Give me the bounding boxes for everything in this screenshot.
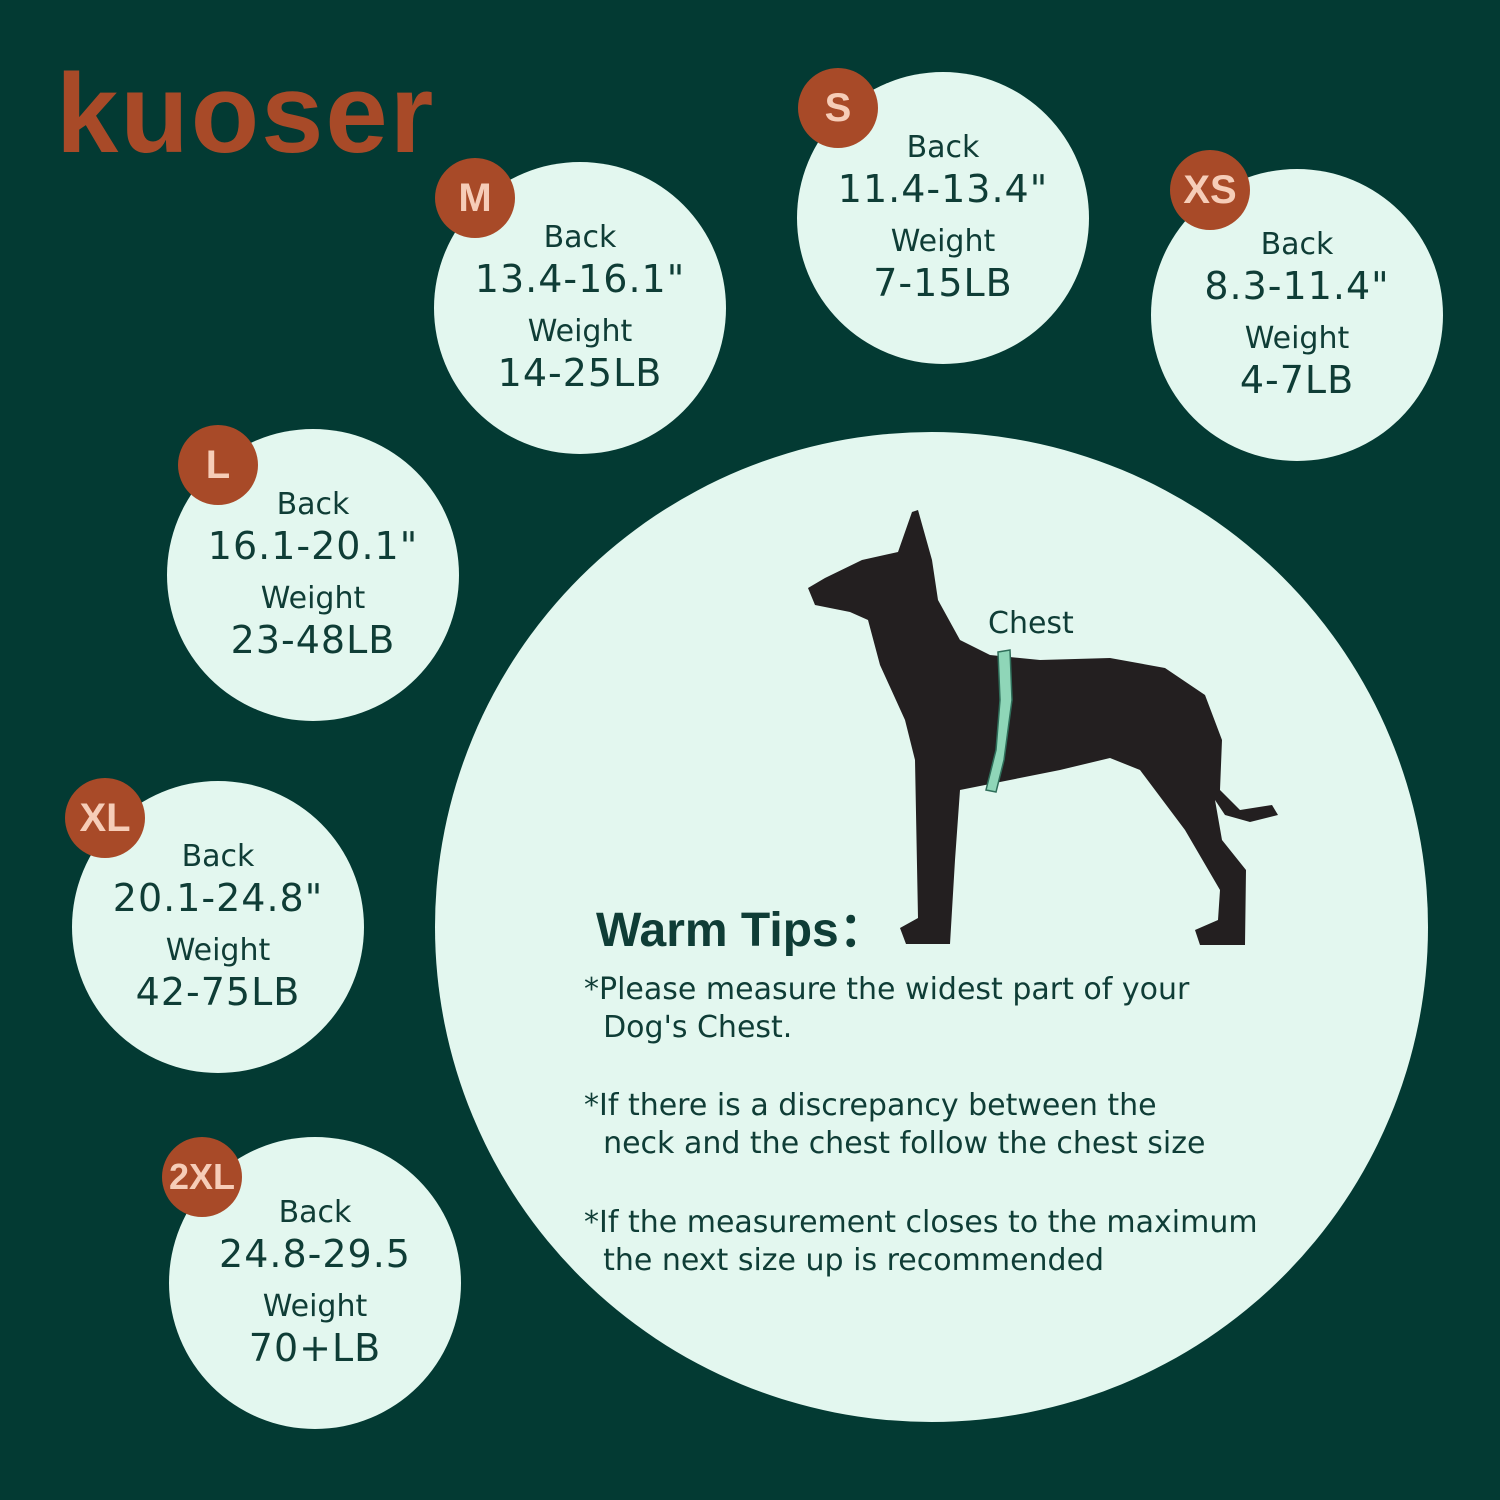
measuring-tape-icon xyxy=(985,649,1013,793)
dog-silhouette-icon xyxy=(808,510,1278,945)
weight-label: Weight xyxy=(1244,321,1350,356)
back-value: 13.4-16.1" xyxy=(474,257,686,301)
back-value: 11.4-13.4" xyxy=(837,167,1049,211)
size-badge-xs: XS xyxy=(1170,150,1250,230)
weight-label: Weight xyxy=(890,224,996,259)
size-badge-s: S xyxy=(798,68,878,148)
weight-label: Weight xyxy=(527,314,633,349)
back-value: 8.3-11.4" xyxy=(1204,264,1390,308)
weight-value: 4-7LB xyxy=(1239,358,1355,402)
back-label: Back xyxy=(276,487,350,522)
back-label: Back xyxy=(906,130,980,165)
tip-item: *If there is a discrepancy between the n… xyxy=(584,1088,1206,1161)
weight-label: Weight xyxy=(262,1289,368,1324)
back-value: 24.8-29.5 xyxy=(219,1232,411,1276)
tip-item: *Please measure the widest part of your … xyxy=(584,972,1190,1045)
back-label: Back xyxy=(543,220,617,255)
warm-tips-title: Warm Tips： xyxy=(596,904,887,957)
size-badge-2xl: 2XL xyxy=(162,1137,242,1217)
chest-label: Chest xyxy=(988,606,1074,641)
size-badge-xl: XL xyxy=(65,778,145,858)
back-label: Back xyxy=(278,1195,352,1230)
weight-label: Weight xyxy=(260,581,366,616)
back-value: 16.1-20.1" xyxy=(207,524,419,568)
size-badge-m: M xyxy=(435,158,515,238)
weight-value: 42-75LB xyxy=(135,970,301,1014)
back-label: Back xyxy=(181,839,255,874)
weight-value: 7-15LB xyxy=(873,261,1013,305)
weight-value: 70+LB xyxy=(248,1326,382,1370)
back-label: Back xyxy=(1260,227,1334,262)
weight-label: Weight xyxy=(165,933,271,968)
brand-logo: kuoser xyxy=(56,51,436,176)
weight-value: 23-48LB xyxy=(230,618,396,662)
size-badge-l: L xyxy=(178,425,258,505)
back-value: 20.1-24.8" xyxy=(112,876,324,920)
weight-value: 14-25LB xyxy=(497,351,663,395)
tip-item: *If the measurement closes to the maximu… xyxy=(584,1205,1258,1278)
